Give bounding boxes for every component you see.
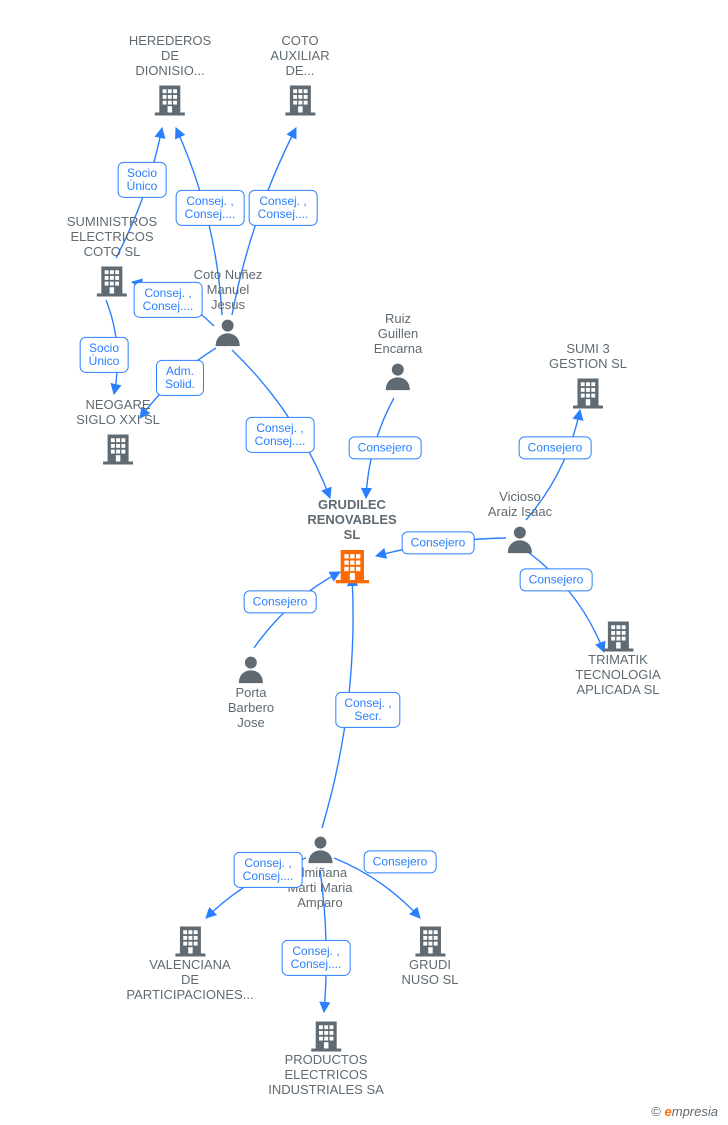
footer: © empresia (651, 1104, 718, 1119)
node-sumi3[interactable]: SUMI 3 GESTION SL (549, 342, 627, 410)
building-icon (600, 617, 636, 653)
edge-label[interactable]: Consejero (402, 531, 475, 554)
node-coto_aux[interactable]: COTO AUXILIAR DE... (270, 34, 329, 117)
building-icon (152, 81, 188, 117)
node-grudi_nuso[interactable]: GRUDI NUSO SL (401, 920, 458, 988)
edge-label[interactable]: Consej. , Consej.... (246, 417, 315, 453)
building-icon (308, 1017, 344, 1053)
edge-label[interactable]: Consej. , Consej.... (176, 190, 245, 226)
edge-label[interactable]: Socio Único (80, 337, 129, 373)
node-label: PRODUCTOS ELECTRICOS INDUSTRIALES SA (268, 1053, 384, 1098)
node-herederos[interactable]: HEREDEROS DE DIONISIO... (129, 34, 211, 117)
person-icon (234, 652, 268, 686)
node-trimatik[interactable]: TRIMATIK TECNOLOGIA APLICADA SL (575, 615, 660, 698)
edge-label[interactable]: Consejero (519, 436, 592, 459)
node-label: TRIMATIK TECNOLOGIA APLICADA SL (575, 653, 660, 698)
building-icon (412, 922, 448, 958)
building-icon (332, 545, 372, 585)
building-icon (282, 81, 318, 117)
edge-label[interactable]: Consej. , Consej.... (234, 852, 303, 888)
node-grudilec[interactable]: GRUDILEC RENOVABLES SL (307, 498, 396, 585)
node-porta[interactable]: Porta Barbero Jose (228, 650, 274, 731)
copyright-symbol: © (651, 1104, 661, 1119)
building-icon (172, 922, 208, 958)
node-productos[interactable]: PRODUCTOS ELECTRICOS INDUSTRIALES SA (268, 1015, 384, 1098)
node-label: Vicioso Araiz Isaac (488, 490, 552, 520)
edge-label[interactable]: Consej. , Consej.... (282, 940, 351, 976)
edge-label[interactable]: Consej. , Secr. (335, 692, 400, 728)
node-label: SUMI 3 GESTION SL (549, 342, 627, 372)
edge-label[interactable]: Consejero (520, 568, 593, 591)
node-label: VALENCIANA DE PARTICIPACIONES... (126, 958, 253, 1003)
node-label: NEOGARE SIGLO XXI SL (76, 398, 160, 428)
node-label: SUMINISTROS ELECTRICOS COTO SL (67, 215, 157, 260)
building-icon (100, 430, 136, 466)
node-neogare[interactable]: NEOGARE SIGLO XXI SL (76, 398, 160, 466)
node-label: COTO AUXILIAR DE... (270, 34, 329, 79)
node-valenciana[interactable]: VALENCIANA DE PARTICIPACIONES... (126, 920, 253, 1003)
node-label: Porta Barbero Jose (228, 686, 274, 731)
brand-rest: mpresia (672, 1104, 718, 1119)
edge-label[interactable]: Consej. , Consej.... (134, 282, 203, 318)
node-label: HEREDEROS DE DIONISIO... (129, 34, 211, 79)
node-label: GRUDI NUSO SL (401, 958, 458, 988)
node-label: Ruiz Guillen Encarna (374, 312, 422, 357)
edge-label[interactable]: Consej. , Consej.... (249, 190, 318, 226)
person-icon (211, 315, 245, 349)
building-icon (570, 374, 606, 410)
node-ruiz[interactable]: Ruiz Guillen Encarna (374, 312, 422, 393)
person-icon (303, 832, 337, 866)
person-icon (503, 522, 537, 556)
edge-label[interactable]: Adm. Solid. (156, 360, 204, 396)
edge-label[interactable]: Consejero (364, 850, 437, 873)
node-vicioso[interactable]: Vicioso Araiz Isaac (488, 490, 552, 556)
person-icon (381, 359, 415, 393)
edge-label[interactable]: Socio Único (118, 162, 167, 198)
edge-label[interactable]: Consejero (244, 590, 317, 613)
building-icon (94, 262, 130, 298)
brand-e: e (665, 1104, 672, 1119)
node-label: GRUDILEC RENOVABLES SL (307, 498, 396, 543)
node-label: Coto Nuñez Manuel Jesus (194, 268, 263, 313)
edge-label[interactable]: Consejero (349, 436, 422, 459)
node-coto_nunez[interactable]: Coto Nuñez Manuel Jesus (194, 268, 263, 349)
